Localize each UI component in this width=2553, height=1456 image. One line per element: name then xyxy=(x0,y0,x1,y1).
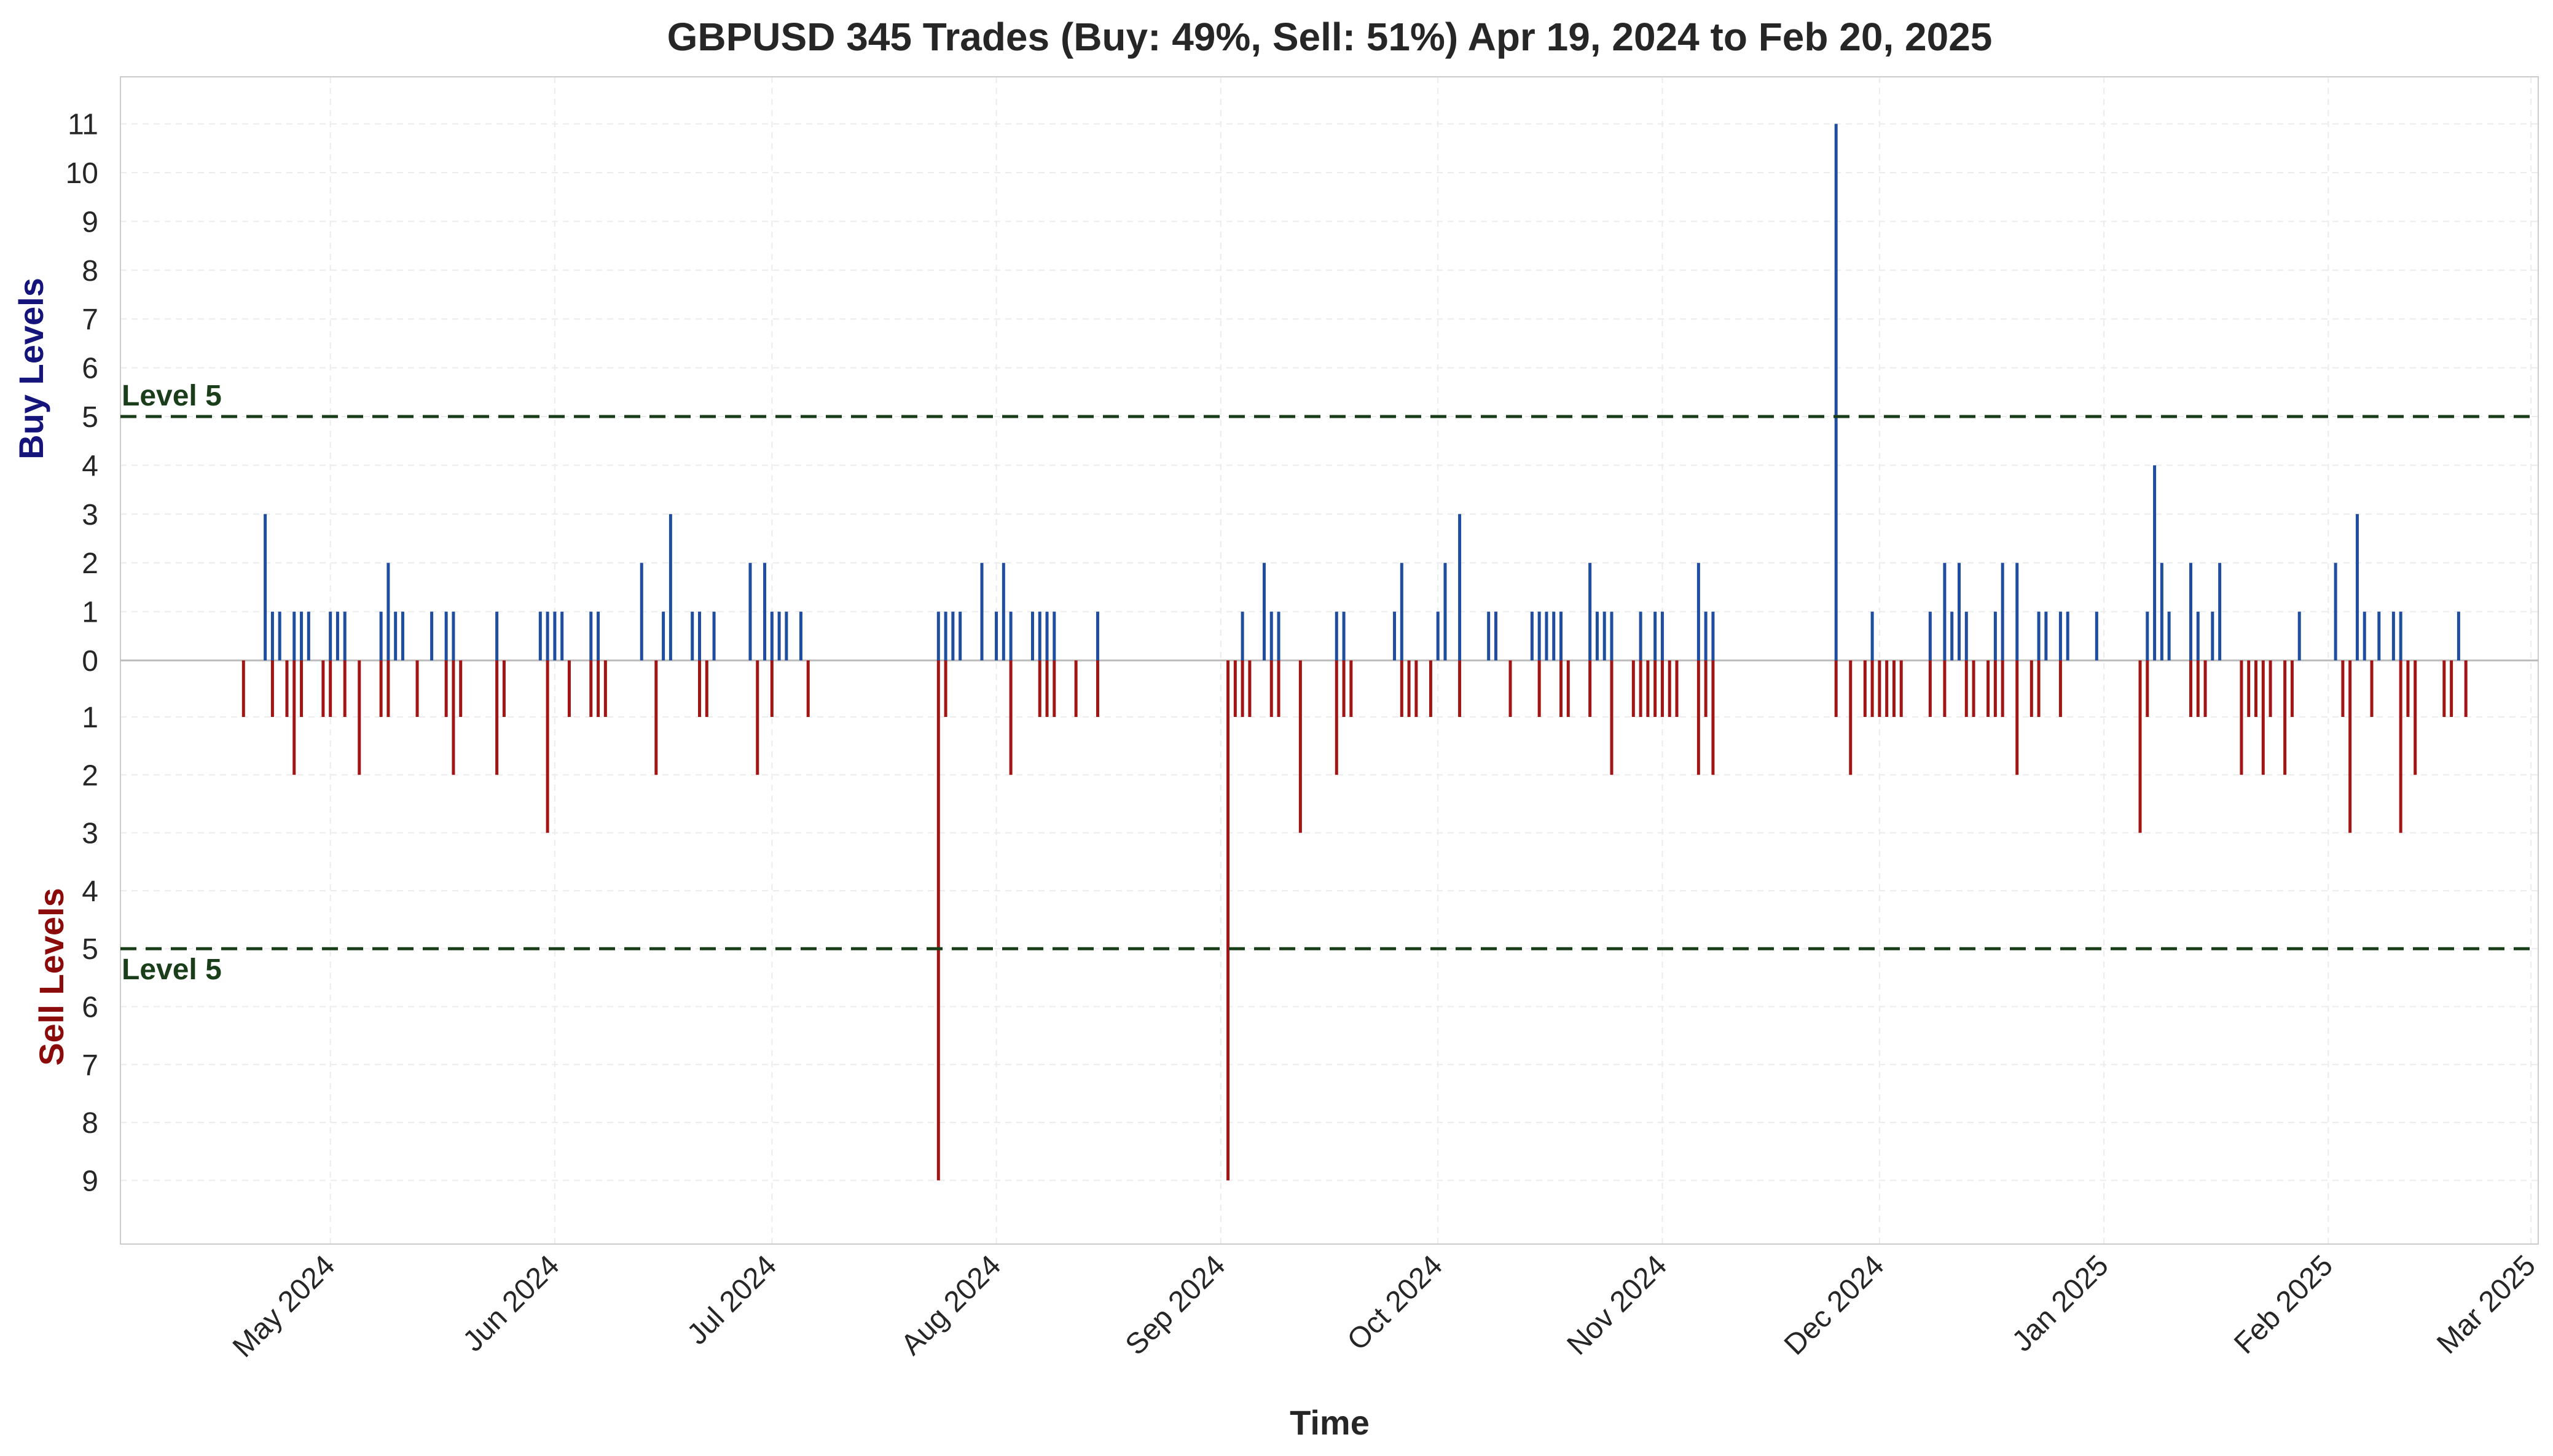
x-axis-label: Time xyxy=(1290,1403,1370,1442)
reference-lines-layer: Level 5 Level 5 xyxy=(120,380,2538,986)
grid-layer xyxy=(120,77,2538,1244)
sell-tick-label: 7 xyxy=(82,1049,98,1082)
buy-tick-label: 7 xyxy=(82,303,98,336)
buy-tick-label: 4 xyxy=(82,450,98,482)
buy-tick-label: 6 xyxy=(82,353,98,385)
chart-title: GBPUSD 345 Trades (Buy: 49%, Sell: 51%) … xyxy=(667,15,1993,59)
buy-axis-label: Buy Levels xyxy=(12,278,50,460)
buy-tick-label: 11 xyxy=(68,109,98,141)
sell-tick-label: 6 xyxy=(82,992,98,1024)
buy-tick-label: 3 xyxy=(82,499,98,531)
sell-tick-label: 2 xyxy=(82,759,98,792)
level-reference-label: Level 5 xyxy=(122,380,222,412)
level-reference-label: Level 5 xyxy=(122,953,222,986)
sell-tick-label: 9 xyxy=(82,1165,98,1197)
sell-axis-label: Sell Levels xyxy=(32,888,71,1066)
sell-tick-label: 8 xyxy=(82,1107,98,1140)
sell-tick-label: 4 xyxy=(82,875,98,908)
buy-tick-label: 5 xyxy=(82,401,98,434)
buy-tick-label: 2 xyxy=(82,547,98,580)
buy-tick-label: 8 xyxy=(82,255,98,288)
sell-tick-label: 3 xyxy=(82,818,98,850)
buy-tick-label: 0 xyxy=(82,645,98,678)
buy-tick-label: 9 xyxy=(82,206,98,238)
buy-tick-label: 10 xyxy=(66,157,98,190)
sell-tick-label: 1 xyxy=(82,702,98,734)
sell-tick-label: 5 xyxy=(82,933,98,966)
buy-tick-label: 1 xyxy=(82,597,98,629)
bars-layer xyxy=(241,123,2468,1181)
